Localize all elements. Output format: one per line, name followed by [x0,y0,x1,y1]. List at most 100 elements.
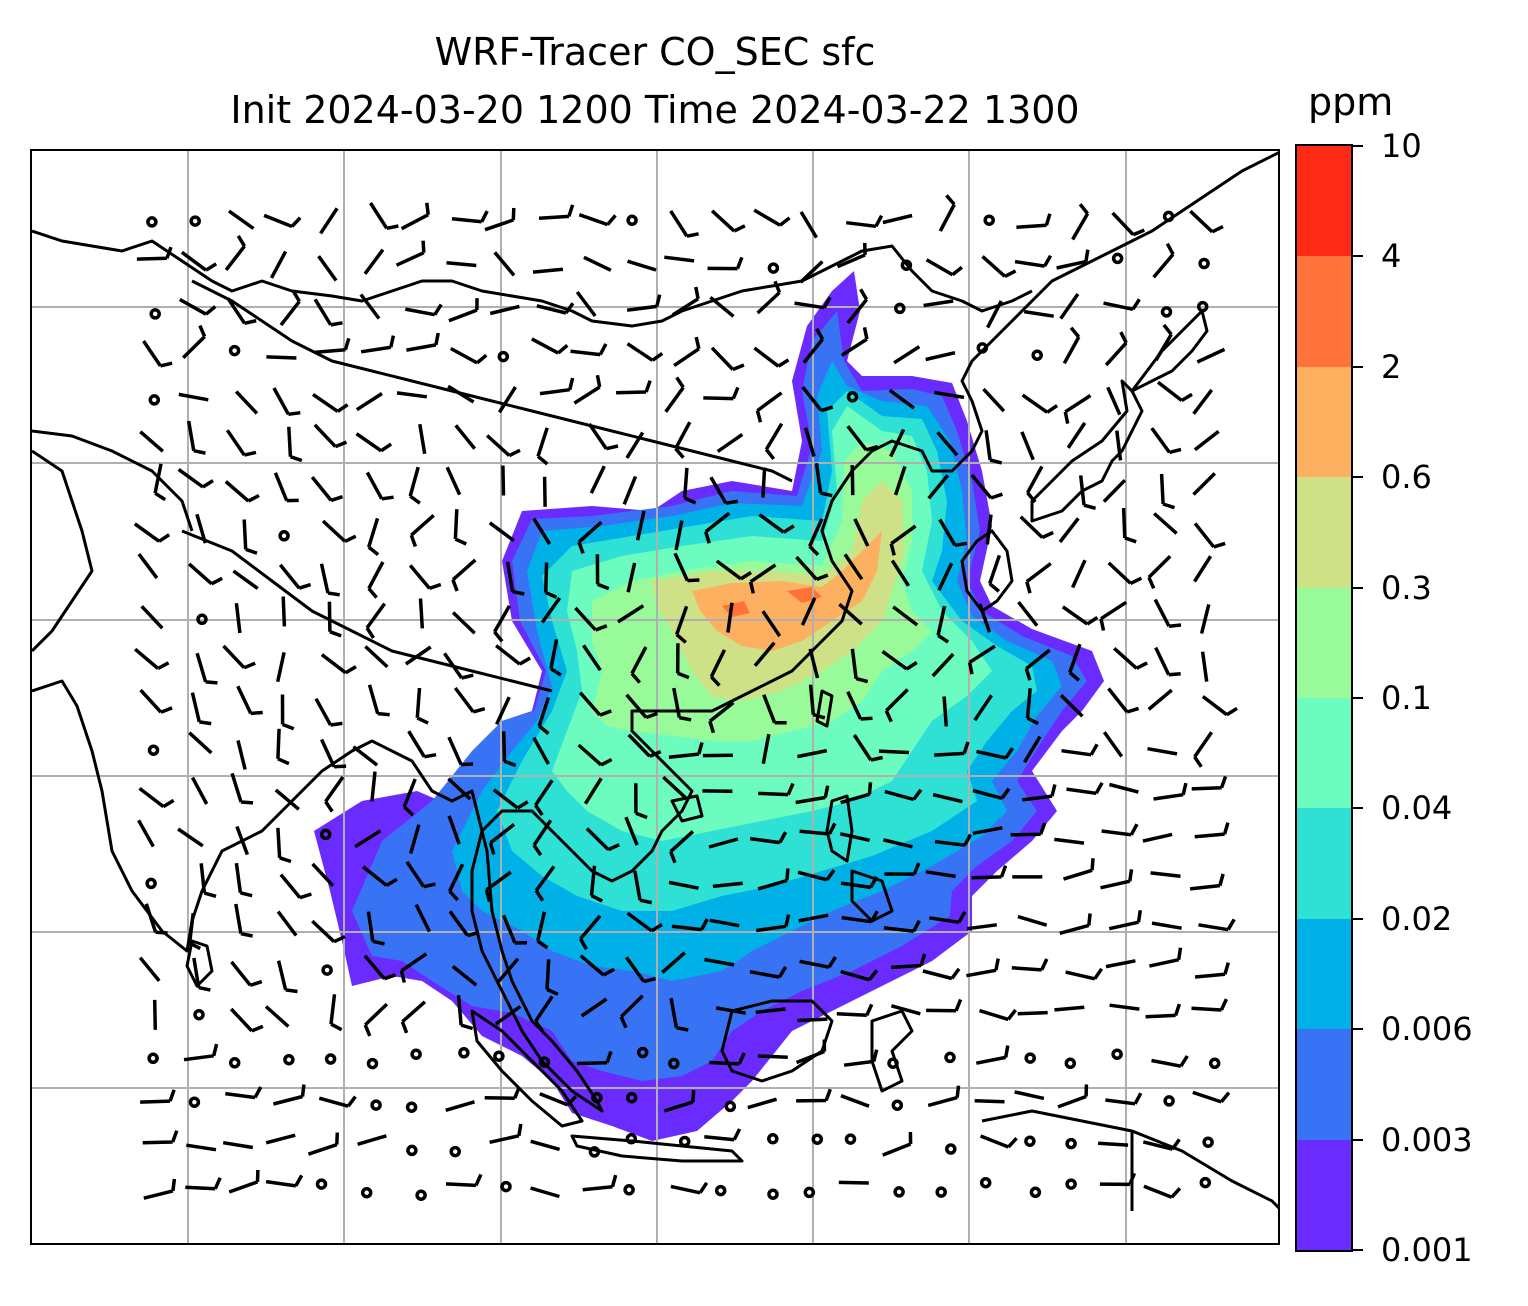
wind-barb [228,1169,260,1194]
wind-barb [355,392,383,412]
wind-barb [682,467,697,505]
wind-barb [1099,600,1128,631]
wind-barb [1062,858,1095,881]
wind-barb [922,967,961,981]
map-panel[interactable] [30,149,1280,1245]
wind-barb [587,423,619,451]
wind-barb [973,694,993,722]
wind-barb [583,255,612,272]
wind-barb [355,432,393,453]
wind-barb [668,742,704,759]
wind-barb [532,267,564,274]
wind-barb [447,777,472,801]
wind-barb [1192,472,1217,496]
calm-wind-marker [900,259,913,271]
wind-barb [1011,958,1049,972]
calm-wind-marker [767,262,780,274]
wind-barb [626,911,663,933]
colorbar-segment [1297,476,1351,588]
wind-barb [307,1132,340,1156]
wind-barb [534,865,556,902]
calm-wind-marker [1199,1176,1212,1189]
wind-barb [749,965,788,979]
wind-barb [882,213,913,225]
wind-barb [755,1007,786,1014]
wind-barb [549,638,563,677]
wind-barb [574,606,608,632]
wind-barb [934,741,970,757]
wind-barb [178,297,217,316]
calm-wind-marker [891,1099,904,1111]
wind-barb [276,960,298,994]
wind-barb [626,294,662,312]
wind-barb [764,422,784,460]
wind-barb [142,340,173,368]
wind-barb [195,652,218,685]
wind-barb [402,778,417,817]
calm-wind-marker [1065,1137,1077,1150]
wind-barb [139,430,165,453]
wind-barb [934,833,972,847]
wind-barb [446,261,477,268]
wind-barb [1103,298,1141,312]
wind-barb [749,831,788,845]
wind-barb [407,730,437,759]
wind-barb [673,552,700,583]
calm-wind-marker [1163,1095,1175,1107]
wind-barb [931,652,955,678]
wind-barb [589,865,604,903]
wind-barb [577,743,613,767]
wind-barb [709,1052,746,1066]
wind-barb [367,561,385,599]
wind-barb [882,838,913,849]
wind-barb [671,918,709,932]
wind-barb [539,377,575,396]
wind-barb [276,728,290,766]
wind-barb [633,870,653,905]
wind-barb [758,782,795,797]
wind-barb [970,473,1003,500]
wind-barb [280,694,295,731]
calm-wind-marker [228,344,241,357]
wind-barb [795,555,829,582]
wind-barb [796,1088,832,1103]
wind-barb [448,298,479,323]
wind-barb [1108,910,1143,931]
wind-barb [266,355,297,360]
wind-barb [794,296,832,310]
lat-lon-gridlines [32,151,1278,1243]
wind-barb [846,425,879,452]
wind-barb [669,209,699,238]
calm-wind-marker [714,1184,727,1197]
calm-wind-marker [944,1051,956,1064]
wind-barb [850,648,869,684]
wind-barb [400,1000,427,1034]
wind-barb [230,772,254,805]
wind-barb [978,1008,1017,1022]
wind-barb [183,1043,219,1062]
wind-barb [1071,559,1087,589]
wind-barb [236,739,247,770]
wind-barb [967,644,996,675]
wind-barb [966,923,998,931]
wind-barb [892,605,919,627]
wind-barb [538,204,575,221]
wind-barb [838,1180,869,1185]
wind-barb [540,596,562,624]
wind-barb [484,1086,521,1100]
colorbar-tick [1353,1249,1363,1251]
wind-barb [626,259,657,272]
wind-barb [406,332,440,352]
colorbar-tick-label: 0.001 [1381,1231,1473,1269]
colorbar-tick [1353,145,1363,147]
wind-barb [495,644,531,666]
wind-barb [1023,309,1054,318]
calm-wind-marker [976,342,989,354]
wind-barb [1149,947,1183,968]
wind-barb [137,819,155,848]
wind-barb [532,819,553,857]
wind-barb [319,563,340,597]
calm-wind-marker [767,1133,779,1145]
wind-barb [492,788,529,810]
wind-barb [927,1085,961,1108]
